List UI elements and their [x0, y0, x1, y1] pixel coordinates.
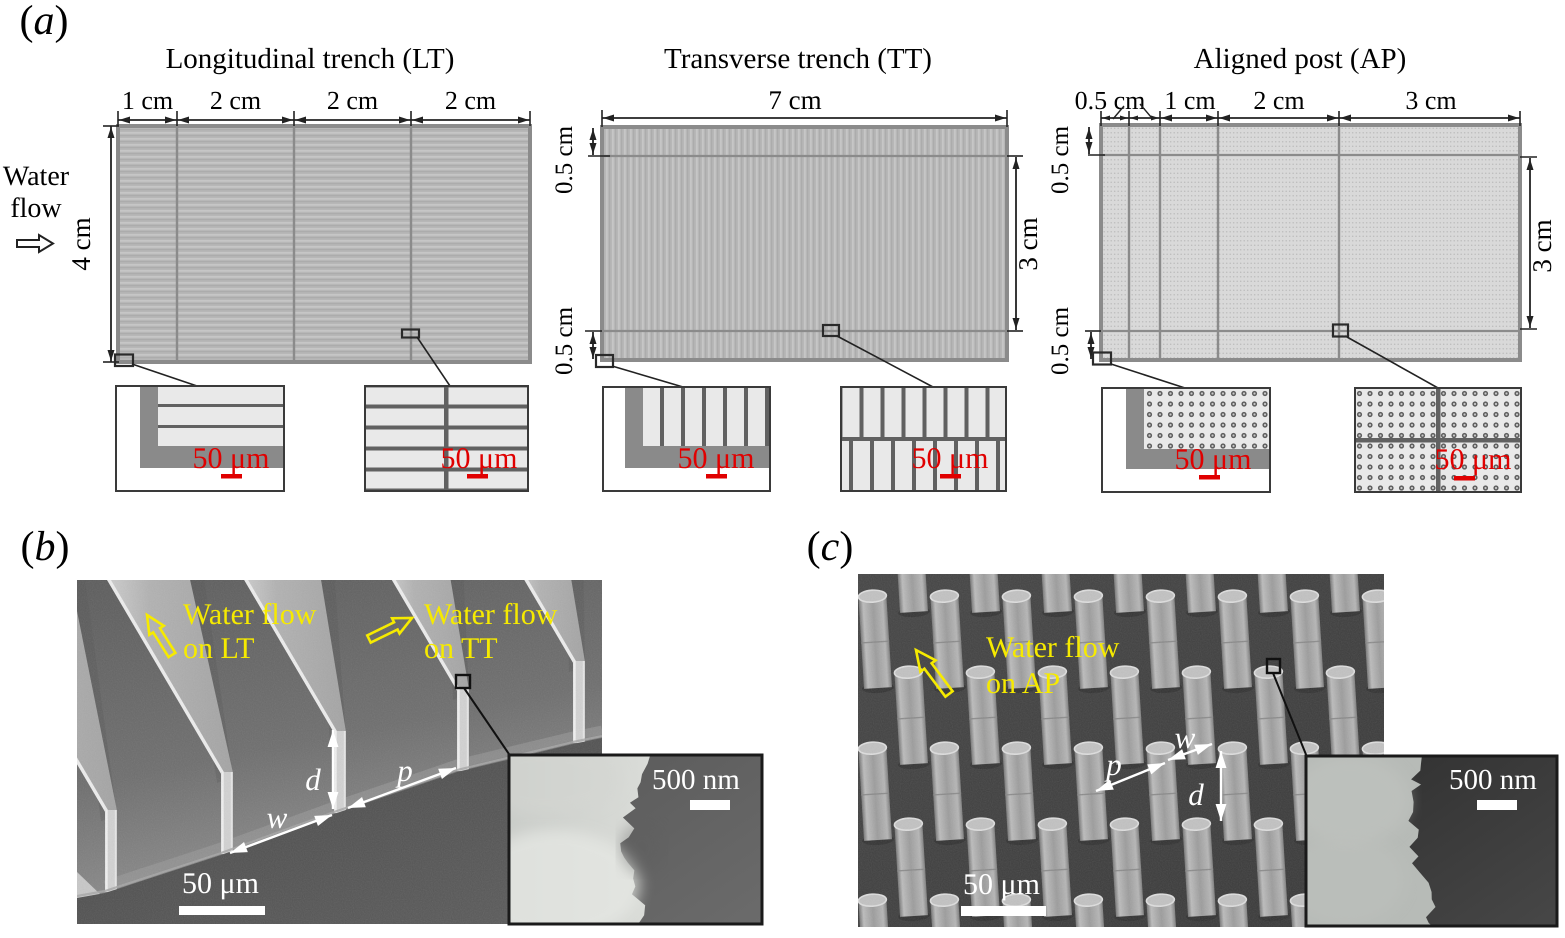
svg-text:50 μm: 50 μm — [1435, 443, 1512, 476]
svg-text:0.5 cm: 0.5 cm — [551, 306, 578, 375]
svg-text:Water flow: Water flow — [183, 598, 317, 631]
svg-text:500 nm: 500 nm — [1449, 764, 1537, 796]
svg-text:on TT: on TT — [424, 632, 498, 665]
svg-text:Water flow: Water flow — [424, 598, 558, 631]
svg-text:50 μm: 50 μm — [678, 442, 755, 475]
svg-text:p: p — [395, 753, 413, 788]
svg-text:2 cm: 2 cm — [445, 86, 496, 115]
svg-text:7 cm: 7 cm — [768, 85, 821, 115]
svg-text:2 cm: 2 cm — [210, 86, 261, 115]
svg-text:(c): (c) — [807, 524, 854, 570]
svg-text:p: p — [1104, 747, 1122, 782]
svg-text:0.5 cm: 0.5 cm — [1047, 125, 1074, 194]
svg-text:3 cm: 3 cm — [1405, 86, 1456, 115]
svg-text:3 cm: 3 cm — [1013, 217, 1043, 270]
svg-text:0.5 cm: 0.5 cm — [1075, 86, 1146, 115]
svg-text:d: d — [305, 762, 321, 797]
svg-text:Transverse trench (TT): Transverse trench (TT) — [664, 43, 932, 75]
svg-text:Aligned post (AP): Aligned post (AP) — [1194, 43, 1407, 75]
svg-text:d: d — [1188, 777, 1204, 812]
svg-text:50 μm: 50 μm — [912, 442, 989, 475]
svg-text:2 cm: 2 cm — [327, 86, 378, 115]
svg-text:on LT: on LT — [183, 632, 254, 665]
svg-text:1 cm: 1 cm — [1164, 86, 1215, 115]
svg-text:50 μm: 50 μm — [182, 867, 259, 900]
svg-text:(a): (a) — [20, 0, 69, 44]
svg-text:w: w — [267, 800, 288, 835]
svg-text:3 cm: 3 cm — [1527, 219, 1557, 272]
svg-text:50 μm: 50 μm — [441, 442, 518, 475]
svg-text:500 nm: 500 nm — [652, 764, 740, 796]
svg-text:(b): (b) — [21, 524, 70, 570]
svg-text:1 cm: 1 cm — [122, 86, 173, 115]
svg-text:on AP: on AP — [986, 667, 1060, 700]
svg-text:Water flow: Water flow — [986, 631, 1120, 664]
svg-text:50 μm: 50 μm — [963, 868, 1040, 901]
svg-text:0.5 cm: 0.5 cm — [551, 125, 578, 194]
svg-text:2 cm: 2 cm — [1253, 86, 1304, 115]
svg-text:flow: flow — [10, 193, 62, 224]
svg-text:0.5 cm: 0.5 cm — [1047, 306, 1074, 375]
svg-text:50 μm: 50 μm — [193, 442, 270, 475]
svg-text:w: w — [1175, 720, 1196, 755]
svg-text:50 μm: 50 μm — [1175, 443, 1252, 476]
svg-text:Longitudinal trench (LT): Longitudinal trench (LT) — [166, 43, 455, 75]
svg-text:4 cm: 4 cm — [66, 217, 96, 270]
svg-text:Water: Water — [3, 161, 70, 192]
